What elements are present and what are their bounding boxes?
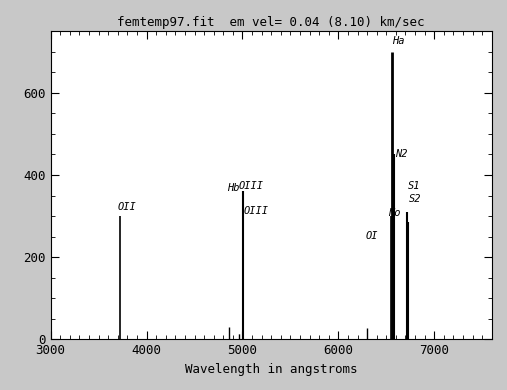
Text: N2: N2	[394, 149, 407, 159]
Text: S2: S2	[409, 194, 421, 204]
Text: No: No	[388, 208, 401, 218]
Text: Ha: Ha	[391, 35, 404, 46]
Text: OIII: OIII	[239, 181, 264, 191]
Text: OII: OII	[118, 202, 136, 212]
Text: Hb: Hb	[227, 183, 240, 193]
Title: femtemp97.fit  em vel= 0.04 (8.10) km/sec: femtemp97.fit em vel= 0.04 (8.10) km/sec	[118, 16, 425, 28]
Text: OI: OI	[366, 231, 379, 241]
Text: OIII: OIII	[243, 206, 268, 216]
Text: S1: S1	[408, 181, 420, 191]
X-axis label: Wavelength in angstroms: Wavelength in angstroms	[185, 363, 357, 376]
